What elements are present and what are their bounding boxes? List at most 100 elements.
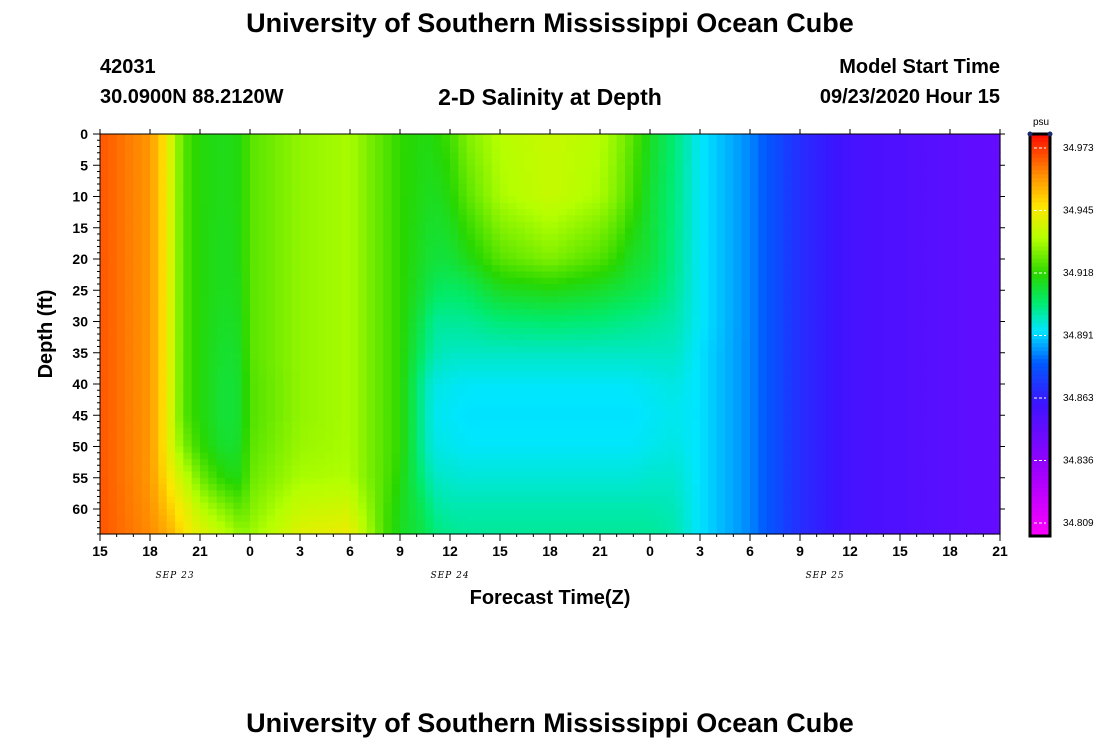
heatmap-cell [491,521,501,529]
heatmap-cell [716,302,726,310]
heatmap-cell [466,327,476,335]
heatmap-cell [583,327,593,335]
heatmap-cell [583,240,593,248]
heatmap-cell [241,527,251,535]
heatmap-cell [133,509,143,516]
heatmap-cell [133,334,143,341]
heatmap-cell [558,340,568,348]
heatmap-cell [283,271,293,279]
heatmap-cell [300,234,309,241]
heatmap-cell [533,446,543,454]
heatmap-cell [225,471,234,479]
heatmap-cell [300,334,309,341]
heatmap-cell [491,415,501,423]
heatmap-cell [400,309,409,316]
heatmap-cell [200,152,209,160]
heatmap-cell [308,296,318,304]
heatmap-cell [208,240,218,248]
heatmap-cell [283,452,293,460]
heatmap-cell [158,521,168,529]
heatmap-cell [491,465,501,473]
heatmap-cell [733,140,743,148]
heatmap-cell [391,159,401,166]
heatmap-cell [475,140,484,148]
heatmap-cell [325,190,334,198]
heatmap-cell [116,296,126,304]
heatmap-cell [416,471,426,479]
heatmap-cell [400,496,409,504]
heatmap-cell [583,496,593,504]
heatmap-cell [400,296,409,304]
heatmap-cell [291,490,301,498]
heatmap-cell [458,290,468,298]
heatmap-cell [408,215,418,223]
heatmap-cell [650,146,659,154]
heatmap-cell [375,252,384,260]
heatmap-cell [250,184,259,191]
heatmap-cell [458,309,468,316]
heatmap-cell [300,396,309,404]
heatmap-cell [358,396,368,404]
heatmap-cell [341,209,351,216]
heatmap-cell [375,440,384,448]
heatmap-cell [691,252,701,260]
heatmap-cell [325,134,334,141]
heatmap-cell [558,402,568,410]
heatmap-cell [425,265,434,273]
heatmap-cell [658,227,668,235]
heatmap-cell [108,521,118,529]
heatmap-cell [183,459,193,466]
heatmap-cell [333,309,343,316]
heatmap-cell [191,396,201,404]
heatmap-cell [133,365,143,373]
heatmap-cell [100,277,109,285]
heatmap-cell [416,459,426,466]
heatmap-cell [616,359,626,366]
heatmap-cell [483,209,493,216]
heatmap-cell [550,377,559,385]
heatmap-cell [550,165,559,173]
heatmap-cell [566,402,576,410]
heatmap-cell [641,315,651,323]
heatmap-cell [166,427,176,435]
heatmap-cell [516,315,526,323]
heatmap-cell [375,246,384,254]
heatmap-cell [725,327,734,335]
heatmap-cell [166,365,176,373]
heatmap-cell [208,234,218,241]
heatmap-cell [416,421,426,429]
heatmap-cell [616,484,626,491]
heatmap-cell [650,459,659,466]
heatmap-cell [100,334,109,341]
heatmap-cell [691,490,701,498]
heatmap-cell [400,146,409,154]
heatmap-cell [325,290,334,298]
heatmap-cell [733,340,743,348]
heatmap-cell [716,171,726,179]
heatmap-cell [658,234,668,241]
heatmap-cell [525,140,534,148]
heatmap-cell [625,184,634,191]
heatmap-cell [125,265,134,273]
heatmap-cell [225,434,234,441]
heatmap-cell [358,509,368,516]
heatmap-cell [350,252,359,260]
heatmap-cell [275,434,284,441]
heatmap-cell [400,409,409,416]
heatmap-cell [516,196,526,204]
heatmap-cell [150,515,159,523]
heatmap-cell [433,465,443,473]
heatmap-cell [733,365,743,373]
heatmap-cell [558,177,568,185]
heatmap-cell [516,159,526,166]
heatmap-cell [600,377,609,385]
heatmap-cell [150,284,159,291]
heatmap-cell [550,509,559,516]
heatmap-cell [575,346,584,354]
heatmap-cell [150,221,159,229]
heatmap-cell [400,134,409,141]
heatmap-cell [233,390,243,398]
heatmap-cell [158,396,168,404]
heatmap-cell [191,146,201,154]
heatmap-cell [658,177,668,185]
